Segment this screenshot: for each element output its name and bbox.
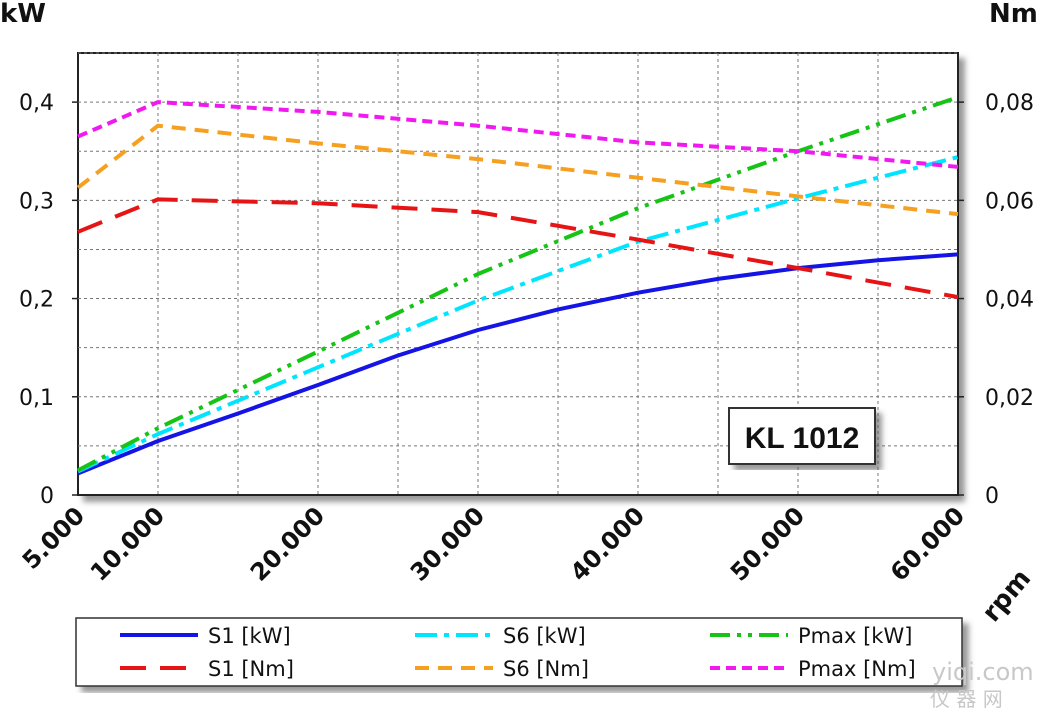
model-badge: KL 1012 [728,407,876,465]
y-right-tick-label: 0,04 [985,288,1034,313]
legend-box [75,617,963,687]
x-tick-label: 60.000 [885,501,970,586]
x-tick-label: 10.000 [85,501,170,586]
y-left-tick-label: 0,3 [19,189,54,214]
y-left-tick-label: 0,4 [19,91,54,116]
y-right-tick-label: 0,08 [985,91,1034,116]
watermark-text-cn: 仪 器 网 [930,687,1003,709]
series-line [77,197,959,300]
series-group [76,95,959,476]
y-left-tick-label: 0,1 [19,386,54,411]
legend-label: Pmax [kW] [798,624,912,648]
series-line [76,123,959,217]
x-axis-label: rpm [977,564,1038,628]
legend-label: S1 [Nm] [208,657,294,681]
y-left-tick-label: 0,2 [19,288,54,313]
legend-label: S6 [Nm] [503,657,589,681]
legend-label: S1 [kW] [208,624,291,648]
y-right-tick-label: 0,06 [985,189,1034,214]
watermark-text: yiqi.com [932,658,1034,686]
y-right-tick-label: 0,02 [985,386,1034,411]
legend-label: Pmax [Nm] [798,657,916,681]
x-tick-label: 40.000 [565,501,650,586]
series-line [77,100,959,169]
y-left-tick-label: 0 [40,484,54,509]
y-right-tick-label: 0 [985,484,999,509]
legend-label: S6 [kW] [503,624,586,648]
x-tick-label: 30.000 [405,501,490,586]
y-right-unit: Nm [989,0,1038,29]
legend: S1 [kW] S6 [kW] Pmax [kW] S1 [Nm] S6 [Nm] Pma… [120,624,916,681]
model-label: KL 1012 [745,422,860,455]
series-line [77,252,959,476]
x-tick-label: 50.000 [725,501,810,586]
y-left-unit: kW [0,0,46,29]
x-tick-label: 5.000 [17,501,90,574]
x-tick-label: 20.000 [245,501,330,586]
